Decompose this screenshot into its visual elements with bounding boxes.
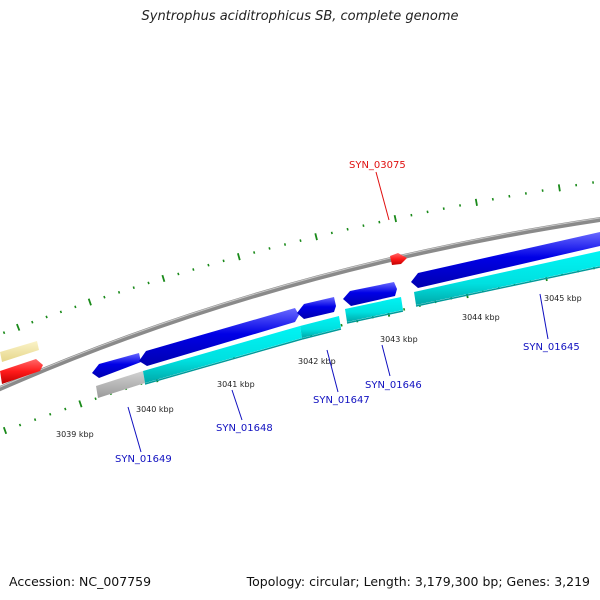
- gene-label-syn-01646: SYN_01646: [365, 380, 422, 391]
- gene-label-syn-01649: SYN_01649: [115, 454, 172, 465]
- outer-ring-minor-tick: [442, 207, 445, 210]
- inner-ring-major-tick: [2, 426, 8, 435]
- outer-ring-minor-tick: [330, 231, 333, 235]
- outer-ring-minor-tick: [147, 281, 150, 285]
- rna-track: [96, 251, 600, 398]
- inner-ring-minor-tick: [64, 407, 67, 411]
- tick-label-3042: 3042 kbp: [298, 357, 336, 366]
- tick-label-3039: 3039 kbp: [56, 430, 94, 439]
- outer-ring-minor-tick: [103, 295, 106, 299]
- tick-label-3045: 3045 kbp: [544, 294, 582, 303]
- cds-syn-01647: [297, 297, 336, 319]
- outer-ring-minor-tick: [177, 272, 180, 276]
- outer-ring-minor-tick: [74, 305, 77, 309]
- cds-track: [92, 232, 600, 378]
- inner-ring-minor-tick: [49, 412, 52, 416]
- red-feature-left: [0, 359, 43, 384]
- outer-ring-minor-tick: [192, 268, 195, 271]
- cds-syn-01648: [139, 308, 299, 366]
- outer-ring-minor-tick: [426, 210, 429, 214]
- outer-ring-major-tick: [16, 323, 21, 331]
- outer-ring-minor-tick: [491, 197, 494, 201]
- outer-ring-minor-tick: [132, 286, 135, 290]
- gene-label-syn-01647: SYN_01647: [313, 395, 370, 406]
- outer-ring-minor-tick: [346, 227, 349, 231]
- gene-label-syn-01645: SYN_01645: [523, 342, 580, 353]
- tick-label-3040: 3040 kbp: [136, 405, 174, 414]
- inner-ring-minor-tick: [18, 423, 22, 427]
- outer-ring-minor-tick: [2, 331, 6, 335]
- outer-ring-minor-tick: [268, 247, 271, 250]
- inner-ring-minor-tick: [94, 397, 97, 401]
- inner-ring-minor-tick: [33, 418, 37, 422]
- outer-ring-minor-tick: [362, 224, 365, 227]
- map-title: Syntrophus aciditrophicus SB, complete g…: [141, 9, 459, 24]
- cds-syn-01645: [411, 232, 600, 288]
- gene-labels: SYN_01649 SYN_01648 SYN_01647 SYN_01646 …: [115, 160, 580, 465]
- pale-feature: [0, 341, 39, 362]
- outer-ring-minor-tick: [508, 194, 511, 198]
- genome-backbone: [0, 216, 600, 392]
- topology-text: Topology: circular; Length: 3,179,300 bp…: [246, 574, 590, 589]
- outer-ring-minor-tick: [45, 315, 48, 319]
- outer-ring-major-tick: [314, 233, 318, 241]
- label-leaders: [127, 171, 549, 453]
- tick-label-3041: 3041 kbp: [217, 380, 255, 389]
- outer-ring-minor-tick: [117, 290, 121, 294]
- outer-ring-minor-tick: [378, 220, 381, 224]
- outer-ring-minor-tick: [459, 204, 462, 207]
- inner-ring-major-tick: [78, 400, 83, 408]
- outer-ring-minor-tick: [222, 259, 225, 263]
- outer-ring-major-tick: [237, 253, 241, 261]
- outer-ring-major-tick: [557, 184, 561, 192]
- outer-ring-minor-tick: [207, 263, 210, 267]
- cds-syn-01649: [92, 353, 141, 378]
- gene-label-syn-01648: SYN_01648: [216, 423, 273, 434]
- outer-ring-major-tick: [474, 198, 478, 206]
- outer-ring-minor-tick: [59, 310, 63, 314]
- outer-ring-minor-tick: [283, 243, 287, 246]
- gene-label-syn-03075: SYN_03075: [349, 160, 406, 171]
- outer-ring-major-tick: [87, 298, 92, 306]
- gene-syn-03075: [390, 253, 407, 265]
- outer-ring-major-tick: [393, 215, 397, 223]
- accession-text: Accession: NC_007759: [9, 574, 152, 589]
- outer-ring-major-tick: [161, 274, 166, 283]
- outer-ring-minor-tick: [299, 239, 302, 242]
- cds-syn-01646: [343, 282, 397, 306]
- outer-ring-minor-tick: [253, 251, 256, 254]
- outer-ring-minor-tick: [31, 320, 34, 324]
- tick-labels: 3039 kbp 3040 kbp 3041 kbp 3042 kbp 3043…: [56, 294, 582, 439]
- inner-ring-minor-tick: [340, 323, 343, 327]
- inner-ring-minor-tick: [403, 308, 406, 311]
- tick-label-3043: 3043 kbp: [380, 335, 418, 344]
- grey-segment: [96, 371, 145, 398]
- tick-label-3044: 3044 kbp: [462, 313, 500, 322]
- outer-tick-ring: [2, 181, 594, 335]
